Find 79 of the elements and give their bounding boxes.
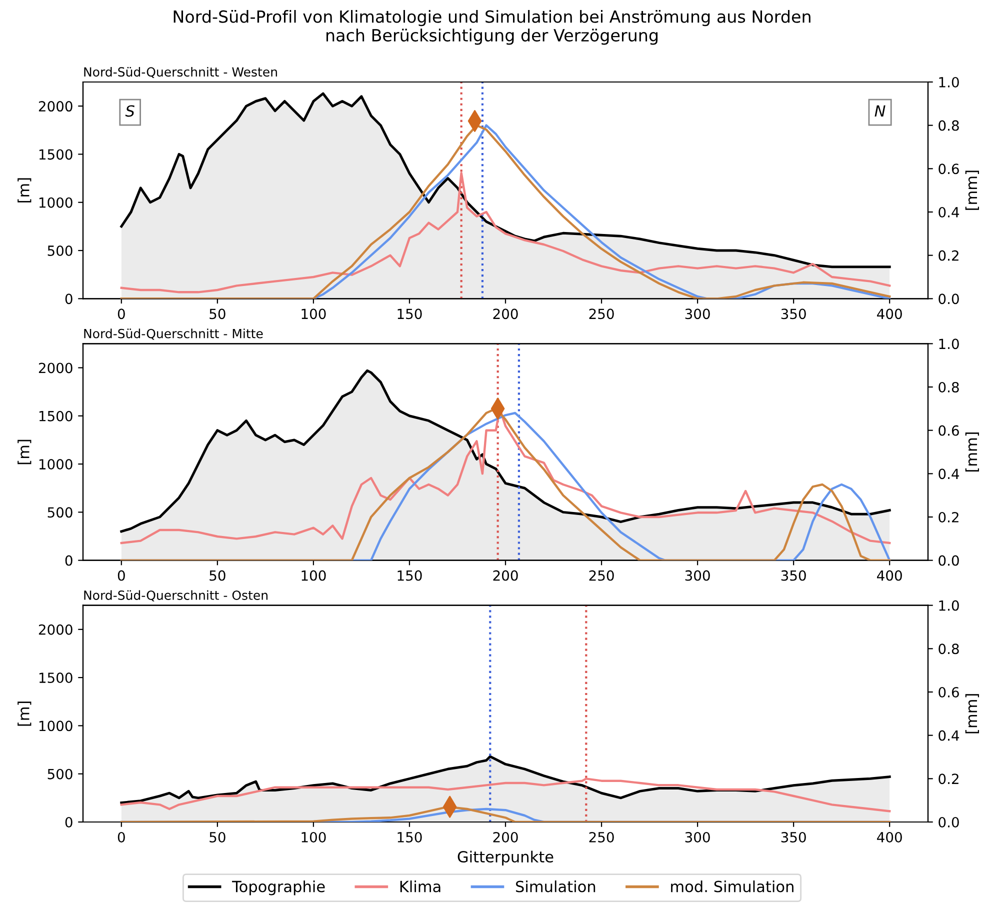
x-tick-label: 200 <box>493 832 518 842</box>
x-tick-label: 350 <box>781 308 806 320</box>
x-tick-label: 300 <box>685 570 710 581</box>
x-tick-label: 0 <box>118 832 125 842</box>
y2-tick-label: 0.2 <box>938 774 958 784</box>
x-tick-label: 300 <box>685 832 710 842</box>
y-tick-label: 500 <box>48 507 72 518</box>
x-tick-label: 250 <box>589 308 614 320</box>
y2-tick-label: 0.2 <box>938 512 958 522</box>
y2-tick-label: 0.6 <box>938 164 959 174</box>
y-axis-title: [m] <box>18 440 32 464</box>
x-tick-label: 200 <box>493 308 518 320</box>
annotation: S <box>125 105 134 117</box>
x-tick-label: 0 <box>118 308 125 320</box>
annotation: N <box>874 105 886 117</box>
x-tick-label: 300 <box>685 308 710 320</box>
x-tick-label: 350 <box>781 570 806 581</box>
x-tick-label: 100 <box>302 308 326 320</box>
y2-tick-label: 0.6 <box>938 686 959 698</box>
y-tick-label: 2000 <box>38 362 72 374</box>
x-tick-label: 200 <box>493 570 518 581</box>
x-tick-label: 250 <box>589 570 614 581</box>
y2-axis-title: [mm] <box>965 432 979 472</box>
y-tick-label: 1500 <box>39 672 72 684</box>
y2-tick-label: 0.0 <box>938 816 959 828</box>
y2-tick-label: 0.8 <box>938 644 959 654</box>
y-axis-title: [m] <box>18 702 32 726</box>
x-tick-label: 0 <box>118 570 125 581</box>
y-tick-label: 1000 <box>39 459 72 470</box>
x-tick-label: 250 <box>589 832 614 842</box>
y2-tick-label: 1.0 <box>939 600 959 611</box>
x-tick-label: 350 <box>781 832 806 842</box>
y-tick-label: 2000 <box>38 101 72 112</box>
y2-axis-title: [mm] <box>965 694 979 734</box>
y2-tick-label: 0.0 <box>938 294 959 304</box>
y-tick-label: 1500 <box>39 149 72 160</box>
y2-tick-label: 0.8 <box>938 120 959 131</box>
x-tick-label: 100 <box>302 570 326 581</box>
x-tick-label: 150 <box>398 570 422 581</box>
legend-label: mod. Simulation <box>671 880 794 892</box>
y-tick-label: 0 <box>65 294 72 304</box>
x-tick-label: 400 <box>877 570 902 581</box>
x-tick-label: 400 <box>877 308 902 320</box>
legend-label: Klima <box>400 880 440 892</box>
y2-tick-label: 0.2 <box>938 250 958 261</box>
y2-tick-label: 1.0 <box>939 76 959 88</box>
chart-subtitle: Nord-Süd-Querschnitt - Osten <box>84 590 268 602</box>
y-tick-label: 500 <box>48 245 72 256</box>
y2-tick-label: 0.4 <box>938 468 960 480</box>
y2-tick-label: 0.8 <box>938 382 959 392</box>
chart-title: Nord-Süd-Profil von Klimatologie und Simulation bei Anströmung aus Norden nach Berücksichtigung der Verzögerung <box>174 10 810 45</box>
legend-label: Topographie <box>232 880 325 896</box>
chart-subtitle: Nord-Süd-Querschnitt - Mitte <box>84 328 263 340</box>
line-series <box>120 778 891 812</box>
y2-tick-label: 0.4 <box>938 206 960 218</box>
y-tick-label: 0 <box>65 816 72 828</box>
line-series <box>120 172 891 294</box>
y2-axis-title: [mm] <box>965 170 979 210</box>
legend-label: Simulation <box>516 880 596 892</box>
y-tick-label: 500 <box>48 768 72 780</box>
x-tick-label: 50 <box>210 308 226 320</box>
x-tick-label: 150 <box>398 832 422 842</box>
x-tick-label: 50 <box>210 832 226 842</box>
y-tick-label: 0 <box>65 555 72 566</box>
x-tick-label: 150 <box>398 308 422 320</box>
y2-tick-label: 0.6 <box>938 425 959 436</box>
y-tick-label: 1000 <box>39 720 72 732</box>
y-axis-title: [m] <box>18 178 32 202</box>
y-tick-label: 1500 <box>39 410 72 422</box>
chart-subtitle: Nord-Süd-Querschnitt - Westen <box>84 66 277 78</box>
y2-tick-label: 0.0 <box>938 555 959 566</box>
x-tick-label: 100 <box>302 832 326 842</box>
y2-tick-label: 1.0 <box>939 338 959 350</box>
y-tick-label: 1000 <box>39 197 72 208</box>
x-axis-title: Gitterpunkte <box>458 850 554 866</box>
y2-tick-label: 0.4 <box>938 730 960 741</box>
x-tick-label: 400 <box>877 832 902 842</box>
x-tick-label: 50 <box>210 570 226 581</box>
y-tick-label: 2000 <box>38 624 72 635</box>
